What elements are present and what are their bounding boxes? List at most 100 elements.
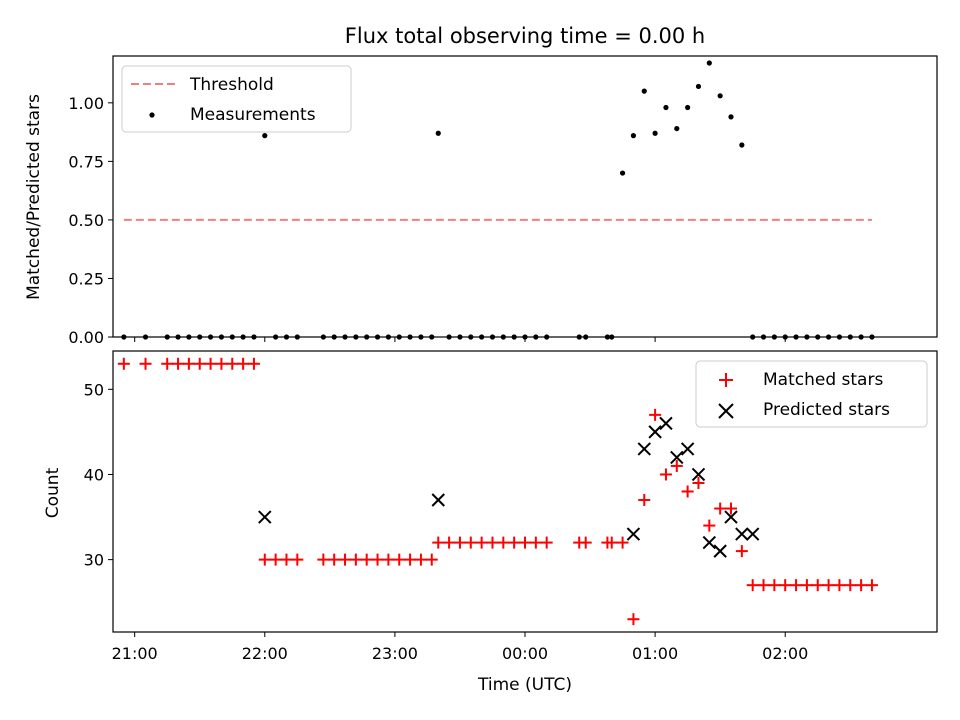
- legend-measurements-swatch: [149, 112, 155, 118]
- measurement-point: [630, 133, 637, 139]
- bottom-y-tick-label: 40: [84, 465, 104, 484]
- matched-star-point: [800, 579, 813, 592]
- matched-star-point: [280, 553, 293, 566]
- matched-star-point: [540, 536, 553, 549]
- matched-star-point: [193, 357, 206, 370]
- matched-star-point: [371, 553, 384, 566]
- legend-threshold-label: Threshold: [189, 75, 274, 95]
- measurement-point: [685, 104, 691, 111]
- top-y-tick-label: 0.75: [68, 152, 104, 171]
- matched-star-point: [703, 519, 716, 532]
- matched-star-point: [855, 579, 868, 592]
- matched-star-point: [393, 553, 406, 566]
- top-panel: Flux total observing time = 0.00 h Match…: [24, 24, 938, 347]
- legend-predicted-swatch: [718, 403, 734, 419]
- measurement-point: [717, 93, 723, 99]
- matched-star-point: [269, 553, 282, 566]
- measurement-point: [706, 60, 712, 66]
- bottom-y-tick-label: 50: [84, 380, 104, 399]
- matched-star-point: [486, 536, 499, 549]
- matched-star-point: [735, 545, 748, 558]
- measurement-point: [619, 170, 626, 176]
- bottom-legend-box: [695, 360, 928, 428]
- matched-star-point: [404, 553, 417, 566]
- matched-star-point: [725, 502, 737, 515]
- bottom-x-tick-label: 22:00: [242, 644, 288, 663]
- predicted-star-point: [626, 527, 641, 541]
- measurement-point: [641, 88, 647, 94]
- matched-star-point: [291, 553, 304, 566]
- predicted-star-point: [713, 544, 727, 558]
- top-legend: Threshold Measurements: [121, 65, 352, 133]
- measurement-point: [728, 114, 734, 120]
- predicted-star-point: [637, 442, 651, 456]
- matched-star-point: [432, 536, 445, 549]
- predicted-star-point: [258, 510, 272, 524]
- top-chart-title: Flux total observing time = 0.00 h: [345, 24, 705, 48]
- matched-star-point: [117, 357, 130, 370]
- matched-star-point: [497, 536, 510, 549]
- matched-star-point: [349, 553, 362, 566]
- top-legend-box: [121, 65, 352, 133]
- matched-star-point: [237, 357, 250, 370]
- bottom-x-tick-label: 00:00: [502, 644, 548, 663]
- bottom-y-tick-label: 30: [84, 551, 104, 570]
- bottom-y-axis-label: Count: [43, 467, 63, 518]
- legend-predicted-label: Predicted stars: [763, 400, 890, 420]
- matched-star-point: [529, 536, 542, 549]
- matched-star-point: [757, 579, 770, 592]
- matched-star-point: [139, 357, 152, 370]
- matched-star-point: [172, 357, 185, 370]
- matched-star-point: [215, 357, 228, 370]
- measurement-point: [262, 133, 268, 139]
- matched-star-point: [579, 536, 592, 549]
- predicted-star-point: [745, 527, 760, 541]
- matched-star-point: [182, 357, 195, 370]
- top-y-tick-label: 0.00: [68, 328, 104, 347]
- top-axes-frame: [112, 55, 938, 338]
- matched-star-point: [670, 459, 683, 472]
- predicted-star-point: [659, 416, 673, 431]
- matched-star-point: [475, 536, 488, 549]
- matched-star-point: [833, 579, 846, 592]
- matched-star-point: [226, 357, 239, 370]
- predicted-star-point: [702, 535, 717, 550]
- predicted-star-point: [680, 442, 695, 456]
- matched-star-point: [360, 553, 373, 566]
- measurement-point: [739, 142, 745, 148]
- measurement-point: [435, 130, 441, 136]
- matched-star-point: [692, 476, 705, 489]
- matched-star-point: [811, 579, 824, 592]
- bottom-x-tick-label: 23:00: [372, 644, 418, 663]
- measurement-point: [695, 83, 702, 90]
- matched-star-point: [627, 613, 640, 626]
- matched-star-point: [247, 357, 260, 370]
- matched-star-point: [317, 553, 330, 566]
- predicted-star-point: [431, 493, 445, 507]
- matched-star-point: [382, 553, 395, 566]
- matched-star-point: [790, 579, 803, 592]
- matched-star-point: [425, 553, 438, 566]
- top-y-tick-label: 0.25: [68, 269, 104, 288]
- matched-star-point: [768, 579, 781, 592]
- matched-star-point: [822, 579, 835, 592]
- matched-star-point: [339, 553, 352, 566]
- measurement-point: [674, 125, 680, 132]
- top-y-tick-label: 1.00: [68, 94, 104, 113]
- matched-star-point: [443, 536, 456, 549]
- matched-star-point: [161, 357, 174, 370]
- top-y-tick-label: 0.50: [68, 211, 104, 230]
- matched-star-point: [659, 468, 672, 481]
- matched-star-point: [779, 579, 792, 592]
- bottom-x-tick-label: 21:00: [112, 644, 158, 663]
- matched-star-point: [844, 579, 857, 592]
- bottom-x-axis-label: Time (UTC): [477, 675, 572, 695]
- matched-star-point: [649, 408, 662, 421]
- legend-matched-swatch: [719, 373, 733, 387]
- matched-star-point: [464, 536, 477, 549]
- bottom-plot-area: 30 40 50 21:00 22:00 23:00 00:00 01:00 02:00: [84, 357, 878, 663]
- matched-star-point: [414, 553, 427, 566]
- matched-star-point: [328, 553, 341, 566]
- matched-star-point: [681, 485, 694, 498]
